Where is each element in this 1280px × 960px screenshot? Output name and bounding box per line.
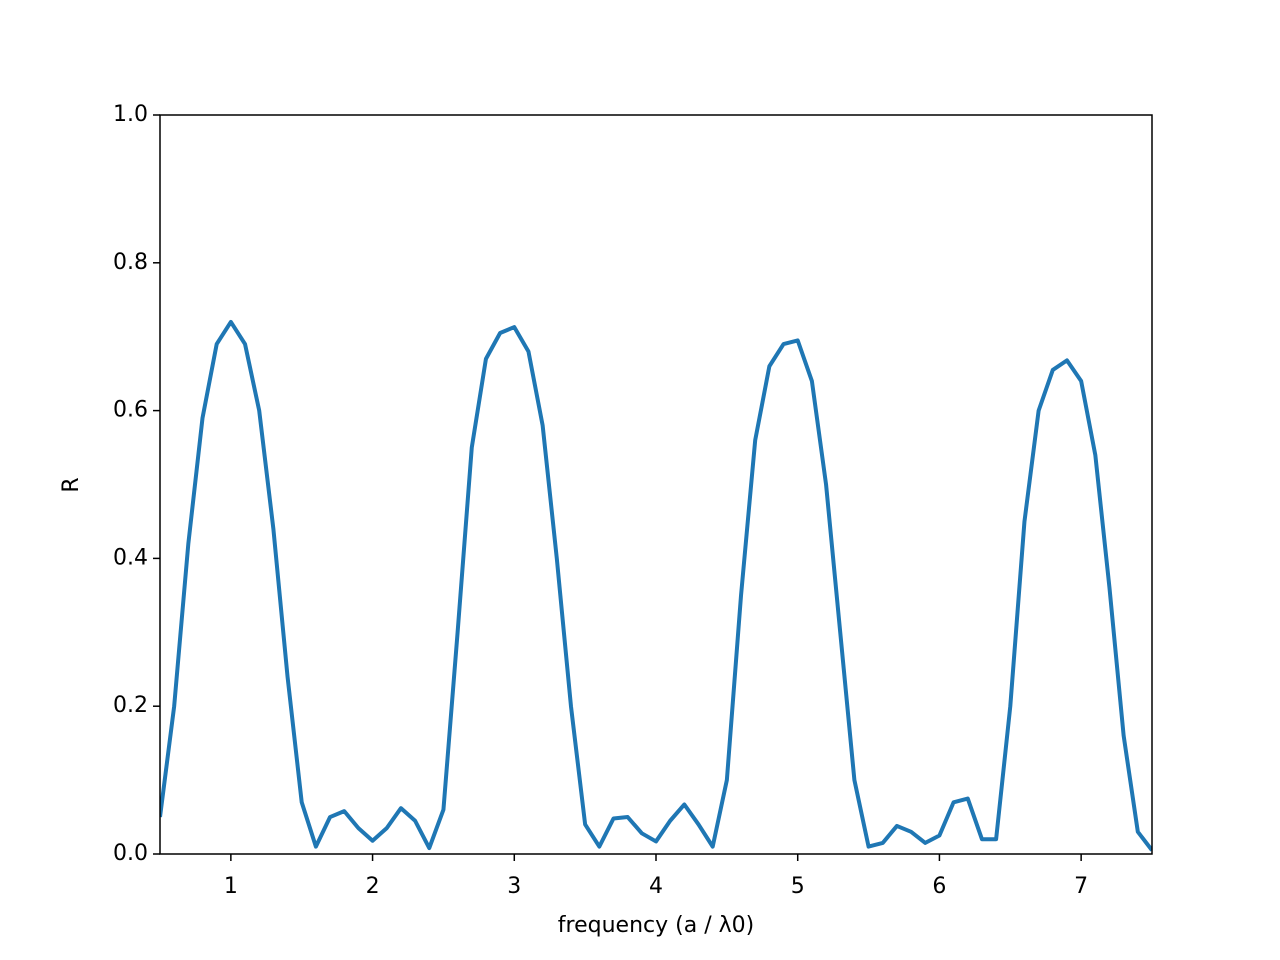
x-tick-label: 4 (649, 874, 663, 899)
data-line (160, 319, 1152, 852)
y-tick-label: 1.0 (113, 102, 148, 127)
y-tick-label: 0.6 (113, 398, 148, 423)
x-tick-label: 3 (507, 874, 521, 899)
plot-frame (159, 114, 1153, 855)
y-tick-label: 0.4 (113, 545, 148, 570)
y-axis-label: R (59, 477, 84, 492)
x-tick-label: 2 (366, 874, 380, 899)
x-tick-label: 5 (791, 874, 805, 899)
y-tick-label: 0.8 (113, 250, 148, 275)
x-tick-label: 7 (1074, 874, 1088, 899)
y-tick-label: 0.2 (113, 693, 148, 718)
x-axis-label: frequency (a / λ0) (558, 913, 754, 938)
y-tick-label: 0.0 (113, 841, 148, 866)
x-tick-label: 6 (932, 874, 946, 899)
x-tick-label: 1 (224, 874, 238, 899)
